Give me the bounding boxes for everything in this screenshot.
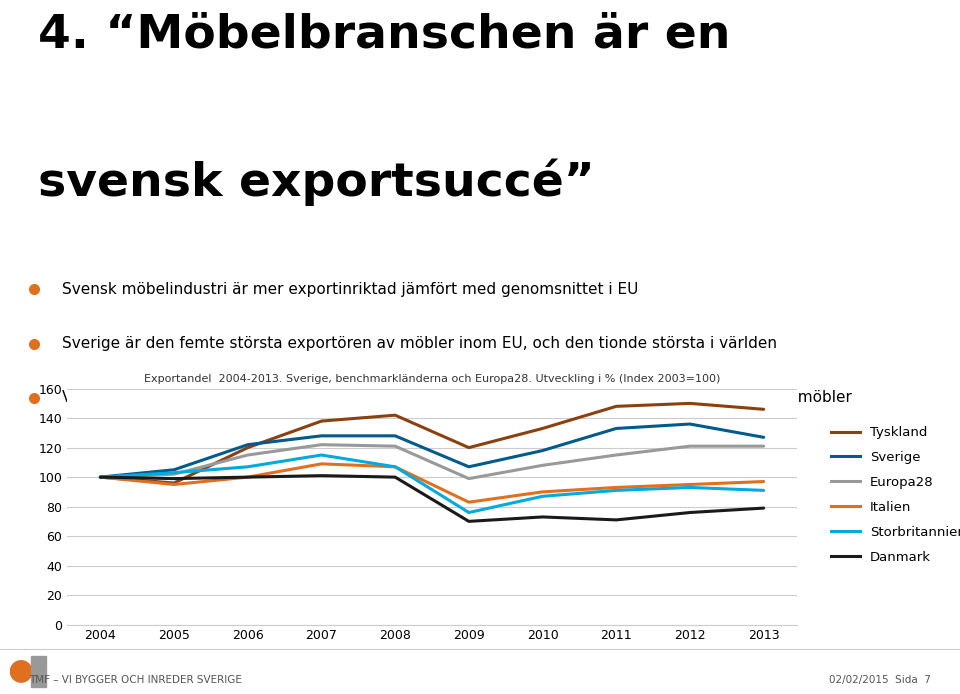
Italien	[537, 488, 548, 496]
Text: 4. “Möbelbranschen är en: 4. “Möbelbranschen är en	[38, 12, 731, 58]
Italien	[316, 459, 327, 468]
Italien	[390, 463, 401, 471]
Text: TMF – VI BYGGER OCH INREDER SVERIGE: TMF – VI BYGGER OCH INREDER SVERIGE	[29, 675, 242, 685]
Sverige	[242, 441, 253, 449]
Europa28	[390, 442, 401, 450]
Italien	[463, 498, 474, 507]
Sverige	[757, 433, 769, 441]
Storbritannien	[242, 463, 253, 471]
Title: Exportandel  2004-2013. Sverige, benchmarkländerna och Europa28. Utveckling i % : Exportandel 2004-2013. Sverige, benchmar…	[144, 373, 720, 384]
Europa28	[95, 473, 107, 482]
Europa28	[168, 470, 180, 478]
Italien	[757, 477, 769, 486]
Line: Danmark: Danmark	[101, 475, 763, 521]
Tyskland	[684, 399, 696, 407]
Sverige	[168, 466, 180, 474]
Italien	[95, 473, 107, 482]
Text: Vi är den tredje största europeiska exportören av kontorsmöbler, och den femte s: Vi är den tredje största europeiska expo…	[62, 390, 852, 405]
Italien	[684, 480, 696, 489]
Europa28	[611, 451, 622, 459]
Europa28	[684, 442, 696, 450]
Tyskland	[95, 473, 107, 482]
Danmark	[611, 516, 622, 524]
Sverige	[390, 432, 401, 440]
Line: Tyskland: Tyskland	[101, 403, 763, 483]
Europa28	[316, 441, 327, 449]
Line: Italien: Italien	[101, 464, 763, 502]
Italien	[168, 480, 180, 489]
Legend: Tyskland, Sverige, Europa28, Italien, Storbritannien, Danmark: Tyskland, Sverige, Europa28, Italien, St…	[826, 421, 960, 569]
Danmark	[95, 473, 107, 482]
Tyskland	[390, 411, 401, 419]
Italien	[242, 473, 253, 482]
Storbritannien	[757, 486, 769, 495]
Danmark	[537, 513, 548, 521]
Circle shape	[11, 661, 32, 682]
Line: Storbritannien: Storbritannien	[101, 455, 763, 512]
Sverige	[95, 473, 107, 482]
Storbritannien	[168, 468, 180, 477]
Storbritannien	[316, 451, 327, 459]
Danmark	[390, 473, 401, 482]
Europa28	[242, 451, 253, 459]
Tyskland	[168, 479, 180, 487]
Europa28	[537, 461, 548, 469]
Tyskland	[316, 417, 327, 425]
Text: Sverige är den femte största exportören av möbler inom EU, och den tionde störst: Sverige är den femte största exportören …	[62, 336, 778, 351]
Europa28	[463, 475, 474, 483]
Danmark	[684, 508, 696, 516]
Text: svensk exportsuccé”: svensk exportsuccé”	[38, 158, 595, 205]
Storbritannien	[463, 508, 474, 516]
Tyskland	[537, 424, 548, 432]
Line: Europa28: Europa28	[101, 445, 763, 479]
Sverige	[537, 446, 548, 455]
Danmark	[168, 475, 180, 483]
Line: Sverige: Sverige	[101, 424, 763, 477]
Sverige	[684, 420, 696, 428]
Sverige	[463, 463, 474, 471]
Danmark	[463, 517, 474, 525]
Storbritannien	[684, 483, 696, 491]
Tyskland	[611, 403, 622, 411]
Europa28	[757, 442, 769, 450]
Tyskland	[757, 405, 769, 414]
Danmark	[242, 473, 253, 482]
Storbritannien	[611, 486, 622, 495]
Storbritannien	[390, 463, 401, 471]
Text: 02/02/2015  Sida  7: 02/02/2015 Sida 7	[829, 675, 931, 685]
Tyskland	[242, 443, 253, 452]
Danmark	[316, 471, 327, 480]
Italien	[611, 483, 622, 491]
Text: Svensk möbelindustri är mer exportinriktad jämfört med genomsnittet i EU: Svensk möbelindustri är mer exportinrikt…	[62, 282, 638, 297]
Sverige	[611, 424, 622, 432]
Storbritannien	[537, 492, 548, 500]
Danmark	[757, 504, 769, 512]
Storbritannien	[95, 473, 107, 482]
Tyskland	[463, 443, 474, 452]
Sverige	[316, 432, 327, 440]
Bar	[31, 657, 46, 687]
